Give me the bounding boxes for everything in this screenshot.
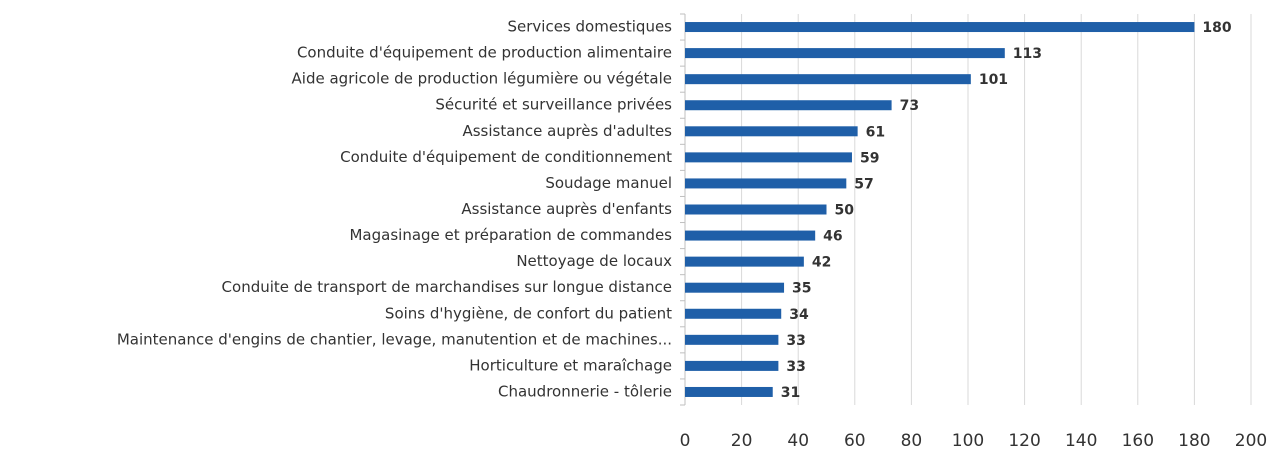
bar bbox=[685, 204, 827, 215]
value-label: 50 bbox=[835, 203, 855, 219]
value-label: 57 bbox=[854, 176, 873, 192]
category-label: Soudage manuel bbox=[545, 174, 672, 192]
category-label: Conduite d'équipement de conditionnement bbox=[340, 148, 672, 166]
bar bbox=[685, 48, 1005, 59]
bar bbox=[685, 100, 892, 111]
category-label: Soins d'hygiène, de confort du patient bbox=[385, 304, 672, 322]
bar bbox=[685, 152, 852, 163]
value-label: 59 bbox=[860, 150, 879, 166]
x-tick-label: 20 bbox=[731, 431, 753, 450]
category-label: Assistance auprès d'enfants bbox=[461, 200, 672, 218]
value-label: 34 bbox=[789, 307, 809, 323]
x-tick-label: 180 bbox=[1178, 431, 1210, 450]
value-label: 33 bbox=[786, 359, 805, 375]
value-label: 42 bbox=[812, 255, 831, 271]
category-label: Nettoyage de locaux bbox=[516, 252, 672, 270]
bar bbox=[685, 308, 782, 319]
bar bbox=[685, 360, 779, 371]
x-tick-label: 40 bbox=[787, 431, 809, 450]
bar bbox=[685, 74, 971, 85]
bar bbox=[685, 230, 816, 241]
category-label: Chaudronnerie - tôlerie bbox=[498, 382, 672, 400]
category-label: Conduite d'équipement de production alim… bbox=[297, 44, 672, 62]
category-label: Maintenance d'engins de chantier, levage… bbox=[117, 330, 672, 348]
category-label: Sécurité et surveillance privées bbox=[435, 96, 672, 114]
x-tick-label: 100 bbox=[952, 431, 984, 450]
category-label: Conduite de transport de marchandises su… bbox=[222, 278, 672, 296]
value-label: 73 bbox=[900, 98, 919, 114]
bar bbox=[685, 334, 779, 345]
x-tick-label: 80 bbox=[901, 431, 923, 450]
bar bbox=[685, 22, 1195, 33]
bar bbox=[685, 282, 785, 293]
category-label: Services domestiques bbox=[508, 18, 673, 36]
bar bbox=[685, 386, 773, 397]
value-label: 33 bbox=[786, 333, 805, 349]
x-tick-label: 60 bbox=[844, 431, 866, 450]
x-tick-label: 0 bbox=[680, 431, 691, 450]
x-tick-label: 120 bbox=[1008, 431, 1040, 450]
category-label: Aide agricole de production légumière ou… bbox=[292, 70, 672, 88]
value-label: 113 bbox=[1013, 46, 1042, 62]
category-label: Magasinage et préparation de commandes bbox=[349, 226, 672, 244]
x-tick-label: 200 bbox=[1235, 431, 1267, 450]
value-label: 180 bbox=[1202, 20, 1231, 36]
x-tick-label: 160 bbox=[1122, 431, 1154, 450]
value-label: 46 bbox=[823, 229, 842, 245]
x-tick-label: 140 bbox=[1065, 431, 1097, 450]
category-label: Assistance auprès d'adultes bbox=[462, 122, 672, 140]
bar bbox=[685, 126, 858, 137]
value-label: 61 bbox=[866, 124, 885, 140]
category-label: Horticulture et maraîchage bbox=[469, 356, 672, 374]
bar bbox=[685, 178, 847, 189]
value-label: 35 bbox=[792, 281, 811, 297]
value-label: 101 bbox=[979, 72, 1008, 88]
bar bbox=[685, 256, 804, 267]
value-label: 31 bbox=[781, 385, 800, 401]
